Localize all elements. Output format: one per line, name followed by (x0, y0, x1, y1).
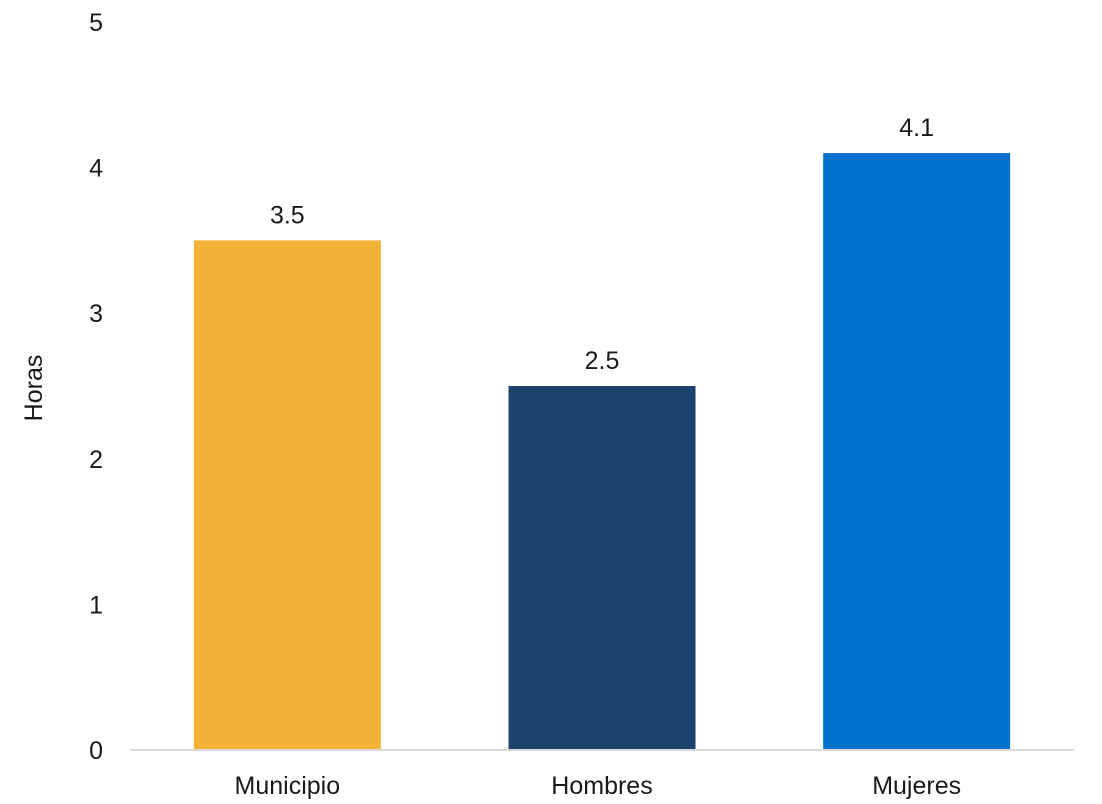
x-tick-label: Municipio (235, 772, 341, 800)
data-label: 4.1 (899, 114, 934, 142)
y-axis-title: Horas (20, 355, 48, 422)
y-tick-label: 5 (89, 9, 103, 37)
x-tick-label: Mujeres (872, 772, 961, 800)
y-tick-label: 4 (89, 155, 103, 183)
bar-hombres (509, 386, 696, 750)
bar-municipio (194, 240, 381, 750)
bar-mujeres (823, 153, 1010, 750)
data-label: 2.5 (585, 347, 620, 375)
y-tick-label: 2 (89, 446, 103, 474)
x-axis-ticks: Municipio Hombres Mujeres (235, 772, 962, 800)
y-tick-label: 3 (89, 300, 103, 328)
x-tick-label: Hombres (551, 772, 652, 800)
data-label: 3.5 (270, 201, 305, 229)
y-axis-ticks: 0 1 2 3 4 5 (89, 9, 103, 765)
bars-group (194, 153, 1010, 750)
y-tick-label: 0 (89, 737, 103, 765)
y-axis-title-group: Horas (20, 355, 48, 422)
y-tick-label: 1 (89, 591, 103, 619)
